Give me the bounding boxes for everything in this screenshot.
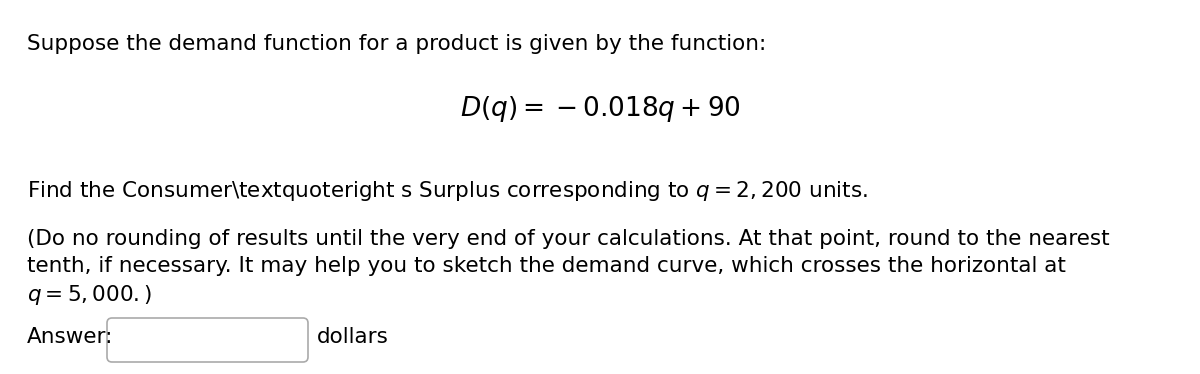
- FancyBboxPatch shape: [107, 318, 308, 362]
- Text: tenth, if necessary. It may help you to sketch the demand curve, which crosses t: tenth, if necessary. It may help you to …: [28, 256, 1066, 276]
- Text: Suppose the demand function for a product is given by the function:: Suppose the demand function for a produc…: [28, 34, 767, 54]
- Text: Find the Consumer\textquoteright s Surplus corresponding to $q = 2, 200$ units.: Find the Consumer\textquoteright s Surpl…: [28, 179, 868, 203]
- Text: dollars: dollars: [317, 327, 389, 347]
- Text: $q = 5, 000.$): $q = 5, 000.$): [28, 283, 152, 307]
- Text: (Do no rounding of results until the very end of your calculations. At that poin: (Do no rounding of results until the ver…: [28, 229, 1110, 249]
- Text: Answer:: Answer:: [28, 327, 113, 347]
- Text: $D(q) = -0.018q + 90$: $D(q) = -0.018q + 90$: [460, 94, 740, 124]
